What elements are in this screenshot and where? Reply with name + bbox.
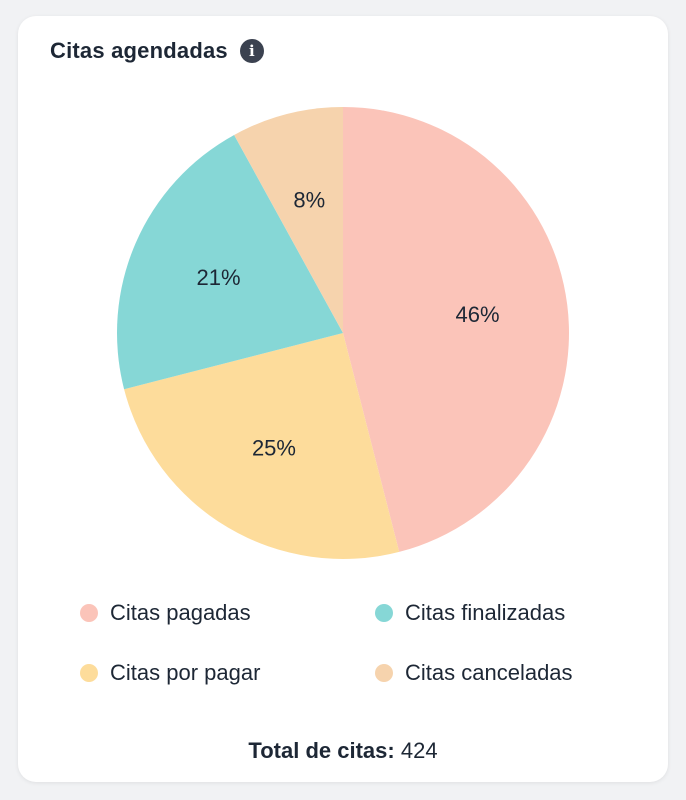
pie-slice-citas-pagadas[interactable] bbox=[343, 107, 569, 552]
pie-slice-label-citas-finalizadas: 21% bbox=[197, 265, 241, 290]
legend-swatch bbox=[375, 664, 393, 682]
legend-item-citas-pagadas[interactable]: Citas pagadas bbox=[80, 600, 375, 626]
legend-item-citas-por-pagar[interactable]: Citas por pagar bbox=[80, 660, 375, 686]
card-title: Citas agendadas bbox=[50, 38, 228, 63]
total-citas: Total de citas: 424 bbox=[18, 738, 668, 764]
legend-label: Citas por pagar bbox=[110, 660, 261, 685]
chart-legend: Citas pagadas Citas finalizadas Citas po… bbox=[80, 600, 640, 686]
pie-slice-citas-canceladas[interactable] bbox=[234, 107, 343, 333]
card-header: Citas agendadas i bbox=[50, 38, 264, 64]
legend-item-citas-finalizadas[interactable]: Citas finalizadas bbox=[375, 600, 640, 626]
legend-label: Citas finalizadas bbox=[405, 600, 566, 625]
pie-slice-citas-por-pagar[interactable] bbox=[124, 333, 400, 559]
legend-item-citas-canceladas[interactable]: Citas canceladas bbox=[375, 660, 640, 686]
legend-label: Citas pagadas bbox=[110, 600, 251, 625]
pie-slice-label-citas-por-pagar: 25% bbox=[252, 436, 296, 461]
total-label: Total de citas: bbox=[248, 738, 395, 763]
legend-swatch bbox=[375, 604, 393, 622]
chart-card: Citas agendadas i 46% 25% 21% 8% Citas paga… bbox=[18, 16, 668, 782]
legend-label: Citas canceladas bbox=[405, 660, 573, 685]
pie-slice-label-citas-canceladas: 8% bbox=[293, 187, 325, 212]
pie-slice-citas-finalizadas[interactable] bbox=[116, 134, 343, 390]
pie-chart: 46% 25% 21% 8% bbox=[116, 107, 569, 559]
legend-swatch bbox=[80, 604, 98, 622]
legend-swatch bbox=[80, 664, 98, 682]
info-icon[interactable]: i bbox=[239, 39, 264, 63]
pie-slice-label-citas-pagadas: 46% bbox=[456, 302, 500, 327]
total-value: 424 bbox=[400, 738, 438, 763]
